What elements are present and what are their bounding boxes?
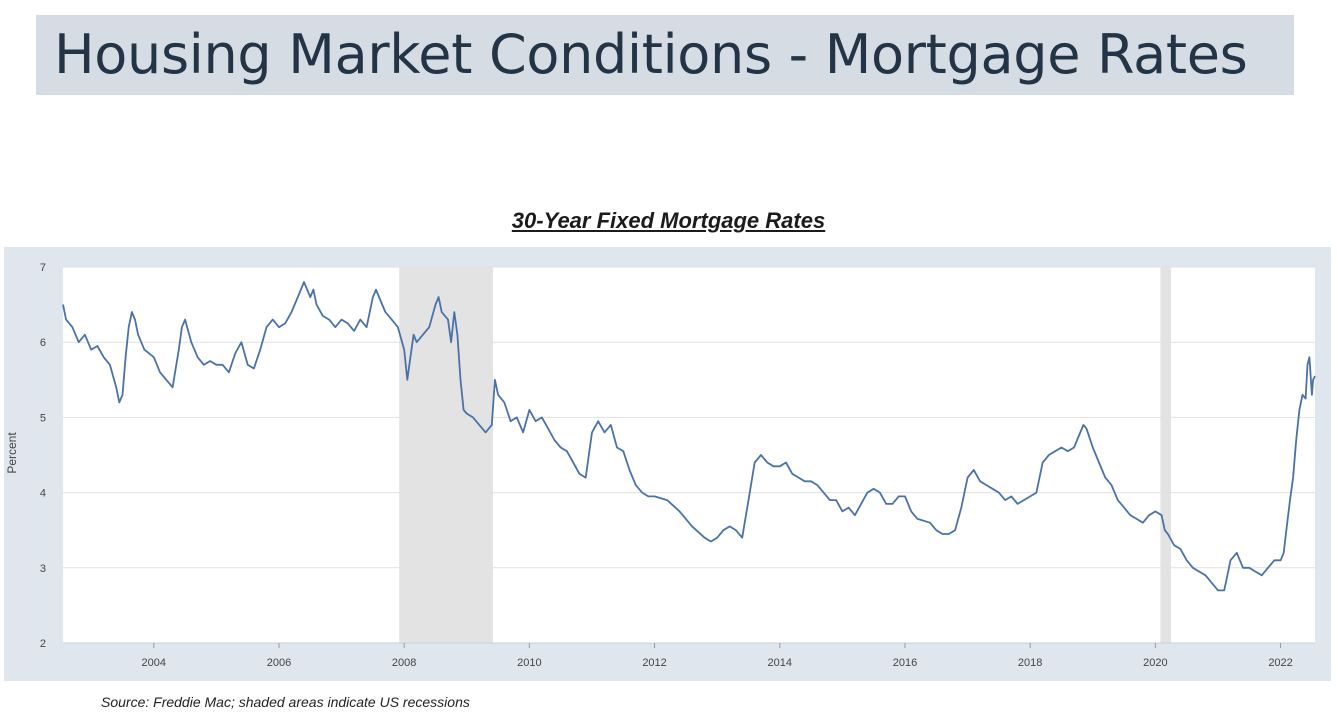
y-tick-label-6: 6 — [40, 337, 46, 349]
recession-band-2 — [1160, 267, 1172, 643]
chart-title: 30-Year Fixed Mortgage Rates — [511, 208, 826, 233]
y-tick-label-3: 3 — [40, 563, 46, 575]
x-axis-ticks: 2004 2006 2008 2010 2012 2014 2016 2018 2020 2022 — [142, 643, 1293, 669]
x-tick-label-2012: 2012 — [642, 657, 666, 669]
x-tick-label-2022: 2022 — [1268, 657, 1292, 669]
series-line-mortgage-rate — [62, 281, 1316, 592]
x-tick-label-2020: 2020 — [1143, 657, 1167, 669]
gridlines — [63, 266, 1315, 644]
x-tick-label-2014: 2014 — [768, 657, 792, 669]
x-tick-label-2004: 2004 — [142, 657, 166, 669]
x-tick-label-2006: 2006 — [267, 657, 291, 669]
y-tick-label-2: 2 — [40, 638, 46, 650]
recession-bands — [399, 267, 1172, 643]
y-tick-label-5: 5 — [40, 412, 46, 424]
y-axis-ticks: 2 3 4 5 6 7 — [40, 262, 46, 650]
recession-band-1 — [399, 267, 494, 643]
x-tick-label-2008: 2008 — [392, 657, 416, 669]
y-tick-label-4: 4 — [40, 488, 46, 500]
title-bar: Housing Market Conditions - Mortgage Rat… — [36, 15, 1294, 95]
plot-area — [63, 267, 1315, 643]
y-tick-label-7: 7 — [40, 262, 46, 274]
x-tick-label-2016: 2016 — [893, 657, 917, 669]
page-title: Housing Market Conditions - Mortgage Rat… — [54, 23, 1248, 86]
x-tick-label-2010: 2010 — [517, 657, 541, 669]
y-axis-label: Percent — [5, 432, 19, 474]
x-tick-label-2018: 2018 — [1018, 657, 1042, 669]
source-note: Source: Freddie Mac; shaded areas indica… — [101, 694, 470, 710]
